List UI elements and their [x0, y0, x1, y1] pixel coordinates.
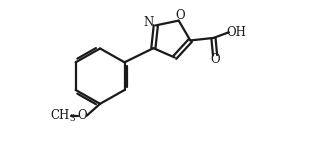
Text: 3: 3 [69, 114, 75, 123]
Text: O: O [210, 53, 220, 66]
Text: OH: OH [227, 26, 246, 39]
Text: O: O [78, 109, 87, 122]
Text: CH: CH [50, 109, 69, 122]
Text: N: N [143, 16, 153, 29]
Text: O: O [175, 9, 185, 22]
